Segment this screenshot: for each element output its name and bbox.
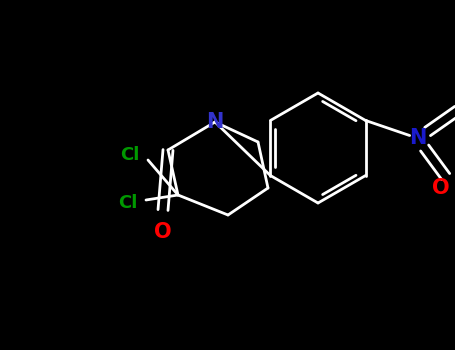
Text: Cl: Cl	[120, 146, 140, 164]
Text: O: O	[432, 178, 450, 198]
Text: N: N	[409, 128, 426, 148]
Text: N: N	[206, 112, 224, 132]
Text: Cl: Cl	[118, 194, 138, 212]
Text: O: O	[154, 222, 172, 242]
